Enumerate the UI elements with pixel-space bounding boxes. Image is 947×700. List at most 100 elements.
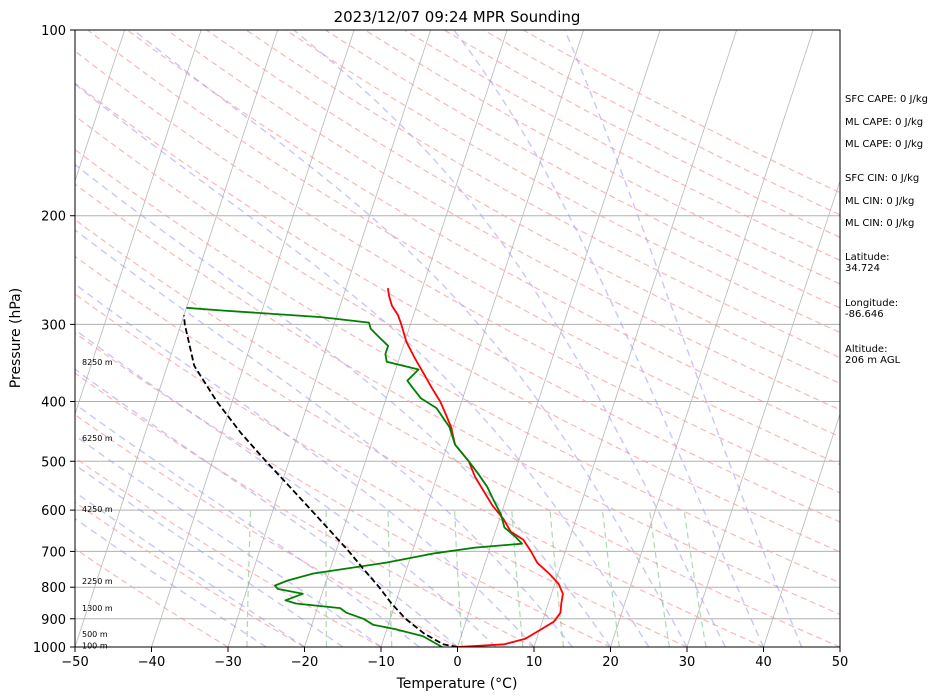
moist-adiabat [293, 30, 726, 647]
y-tick-label: 1000 [33, 641, 66, 656]
mixing-ratio-line [325, 510, 328, 647]
mixing-ratio-line [683, 510, 707, 647]
moist-adiabat [75, 328, 497, 647]
dry-adiabat [75, 501, 305, 647]
info-line: Latitude: [845, 252, 890, 263]
altitude-label: 500 m [82, 630, 108, 639]
moist-adiabat [453, 30, 765, 647]
info-line: -86.646 [845, 309, 884, 320]
moist-adiabat [75, 368, 458, 647]
sounding-series-line [183, 315, 458, 647]
x-tick-label: −50 [61, 655, 88, 670]
dry-adiabat [166, 30, 840, 411]
dry-adiabat [75, 372, 535, 647]
isotherm-gridline [763, 412, 840, 647]
moist-adiabat [75, 491, 305, 647]
isotherm-gridline [380, 30, 585, 647]
sounding-series-line [186, 306, 523, 647]
x-tick-label: 30 [679, 655, 696, 670]
mixing-ratio-line [387, 510, 393, 647]
altitude-label: 6250 m [82, 434, 113, 443]
mixing-ratio-line [454, 510, 463, 647]
isotherm-gridline [610, 30, 814, 647]
mixing-ratio-line [601, 510, 620, 647]
moist-adiabat [75, 403, 420, 647]
y-tick-label: 700 [41, 545, 66, 560]
isotherm-gridline [686, 179, 840, 647]
sounding-series-line [387, 287, 564, 647]
dry-adiabat [75, 293, 688, 647]
moist-adiabat [75, 163, 612, 647]
y-tick-label: 400 [41, 395, 66, 410]
y-tick-label: 100 [41, 24, 66, 39]
dry-adiabat [75, 413, 458, 647]
x-axis-label: Temperature (°C) [396, 676, 518, 692]
info-line: Altitude: [845, 344, 887, 355]
x-tick-label: 40 [755, 655, 772, 670]
x-tick-label: −40 [138, 655, 165, 670]
info-line: SFC CAPE: 0 J/kg [845, 94, 928, 105]
isotherm-gridline [533, 30, 738, 647]
info-line: Longitude: [845, 298, 898, 309]
moist-adiabat [75, 434, 382, 647]
moist-adiabat [75, 83, 650, 647]
altitude-labels: 8250 m 6250 m 4250 m 2250 m 1300 m 500 m 100 m [82, 358, 113, 651]
dry-adiabat [75, 218, 840, 647]
dry-adiabat [75, 332, 611, 647]
x-tick-label: 10 [526, 655, 543, 670]
background-lines [75, 30, 840, 647]
altitude-label: 8250 m [82, 358, 113, 367]
dry-adiabat [75, 148, 840, 584]
x-tick-label: 20 [602, 655, 619, 670]
info-panel: SFC CAPE: 0 J/kg ML CAPE: 0 J/kg ML CAPE: … [845, 94, 928, 366]
info-line: ML CAPE: 0 J/kg [845, 139, 923, 150]
y-tick-label: 500 [41, 455, 66, 470]
moist-adiabat [132, 30, 688, 647]
x-tick-label: −20 [291, 655, 318, 670]
moist-adiabat [75, 229, 573, 647]
altitude-label: 100 m [82, 641, 108, 650]
mixing-ratio-line [549, 510, 565, 647]
info-line: SFC CIN: 0 J/kg [845, 173, 919, 184]
moist-adiabat [75, 517, 267, 647]
x-tick-label: 50 [832, 655, 849, 670]
y-axis-label: Pressure (hPa) [8, 288, 24, 388]
altitude-label: 4250 m [82, 505, 113, 514]
dry-adiabat [75, 183, 840, 616]
isotherm-gridline [457, 30, 661, 647]
x-tick-label: 0 [453, 655, 461, 670]
isotherm-gridline [75, 30, 202, 416]
altitude-label: 2250 m [82, 577, 113, 586]
dry-adiabat [126, 30, 840, 438]
chart-title: 2023/12/07 09:24 MPR Sounding [334, 8, 581, 26]
isotherm-gridline [151, 30, 355, 647]
dry-adiabat [285, 30, 840, 334]
y-tick-label: 200 [41, 210, 66, 225]
mixing-ratio-line [649, 510, 670, 647]
moist-adiabat [75, 283, 535, 647]
mixing-ratio-line [246, 510, 252, 647]
altitude-label: 1300 m [82, 604, 113, 613]
dry-adiabat [75, 50, 840, 494]
moist-adiabat [75, 463, 344, 647]
dry-adiabat [75, 82, 840, 523]
y-tick-label: 800 [41, 581, 66, 596]
info-line: 34.724 [845, 263, 880, 274]
info-line: 206 m AGL [845, 355, 901, 366]
isotherm-gridline [227, 30, 432, 647]
data-series [183, 287, 564, 647]
dry-adiabat [75, 255, 764, 647]
moist-adiabat [564, 30, 803, 647]
isotherm-gridline [75, 30, 279, 647]
isotherm-gridline [75, 30, 126, 183]
mixing-ratio-line [511, 510, 524, 647]
y-tick-label: 900 [41, 613, 66, 628]
x-tick-label: −30 [214, 655, 241, 670]
info-line: ML CIN: 0 J/kg [845, 218, 914, 229]
y-tick-label: 600 [41, 504, 66, 519]
x-tick-label: −10 [367, 655, 394, 670]
info-line: ML CIN: 0 J/kg [845, 196, 914, 207]
dry-adiabat [75, 547, 229, 647]
info-line: ML CAPE: 0 J/kg [845, 117, 923, 128]
